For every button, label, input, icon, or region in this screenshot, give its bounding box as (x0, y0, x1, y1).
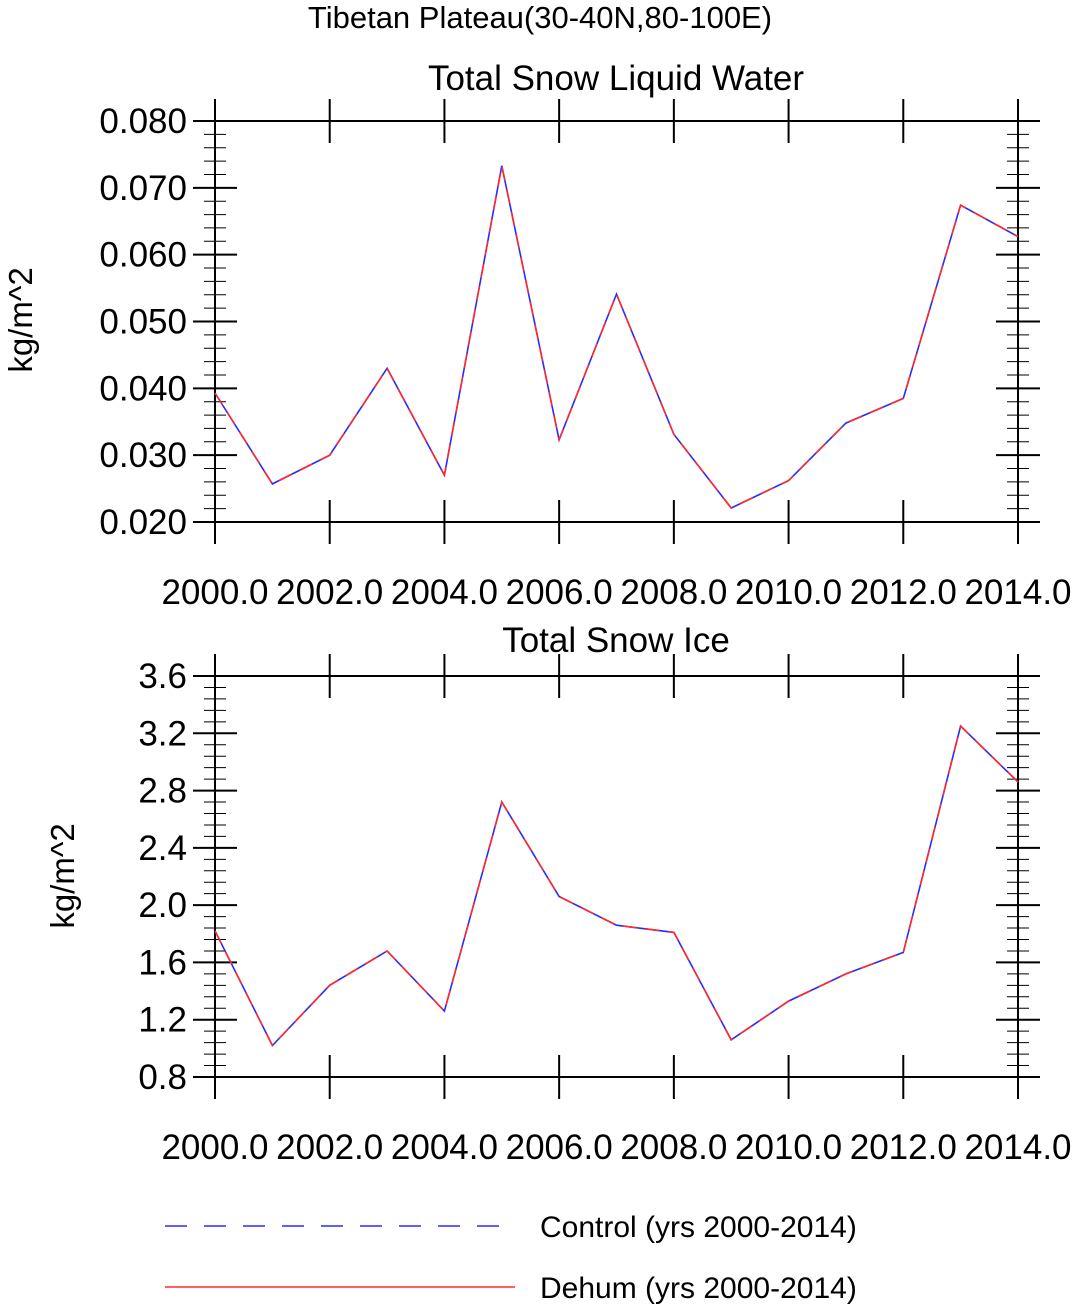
y-tick-label: 1.6 (138, 943, 187, 982)
y-tick-label: 3.6 (138, 657, 187, 696)
x-tick-label: 2008.0 (620, 1128, 727, 1167)
series-line-dehum (214, 724, 1019, 1047)
panel-title: Total Snow Ice (502, 621, 730, 660)
series-layer (214, 165, 1019, 509)
y-tick-label: 0.020 (99, 503, 187, 542)
y-tick-label: 3.2 (138, 714, 187, 753)
y-tick-label: 0.8 (138, 1058, 187, 1097)
x-tick-label: 2010.0 (735, 1128, 842, 1167)
x-tick-label: 2004.0 (391, 1128, 498, 1167)
x-tick-label: 2006.0 (506, 1128, 613, 1167)
y-tick-label: 0.070 (99, 169, 187, 208)
y-tick-label: 0.060 (99, 236, 187, 275)
y-tick-label: 0.030 (99, 436, 187, 475)
series-line-control (214, 165, 1019, 509)
x-tick-label: 2000.0 (161, 573, 268, 612)
axis-ticks: 0.020 0.030 0.040 0.050 0.060 0.070 0.080 2000.… (99, 99, 1072, 612)
y-axis-label: kg/m^2 (44, 823, 81, 928)
x-tick-label: 2000.0 (161, 1128, 268, 1167)
series-line-control (214, 724, 1019, 1047)
x-tick-label: 2006.0 (506, 573, 613, 612)
y-tick-label: 1.2 (138, 1001, 187, 1040)
x-tick-label: 2014.0 (964, 573, 1071, 612)
legend-label-control: Control (yrs 2000-2014) (540, 1211, 857, 1244)
x-tick-label: 2008.0 (620, 573, 727, 612)
panel-snow-liquid-water: Total Snow Liquid Water kg/m^2 0.020 0.03… (2, 59, 1072, 612)
y-tick-label: 2.0 (138, 886, 187, 925)
series-line-dehum (214, 165, 1019, 509)
series-layer (214, 724, 1019, 1047)
y-tick-label: 0.040 (99, 369, 187, 408)
x-tick-label: 2002.0 (276, 1128, 383, 1167)
y-axis-label: kg/m^2 (2, 267, 39, 372)
x-tick-label: 2012.0 (850, 1128, 957, 1167)
figure-title: Tibetan Plateau(30-40N,80-100E) (308, 0, 772, 35)
legend: Control (yrs 2000-2014) Dehum (yrs 2000-… (165, 1211, 857, 1305)
panel-title: Total Snow Liquid Water (428, 59, 804, 98)
x-tick-label: 2004.0 (391, 573, 498, 612)
y-tick-label: 0.080 (99, 102, 187, 141)
y-tick-label: 2.4 (138, 829, 187, 868)
plot-frame (214, 120, 1019, 523)
panel-snow-ice: Total Snow Ice kg/m^2 0.8 1.2 1.6 2.0 2.4 2.8… (44, 621, 1072, 1167)
y-tick-label: 2.8 (138, 772, 187, 811)
axis-ticks: 0.8 1.2 1.6 2.0 2.4 2.8 3.2 3.6 2000.0 2002.0 2004… (138, 654, 1072, 1167)
x-tick-label: 2002.0 (276, 573, 383, 612)
x-tick-label: 2012.0 (850, 573, 957, 612)
x-tick-label: 2014.0 (964, 1128, 1071, 1167)
x-tick-label: 2010.0 (735, 573, 842, 612)
y-tick-label: 0.050 (99, 303, 187, 342)
plot-frame (214, 675, 1019, 1078)
legend-label-dehum: Dehum (yrs 2000-2014) (540, 1272, 857, 1305)
